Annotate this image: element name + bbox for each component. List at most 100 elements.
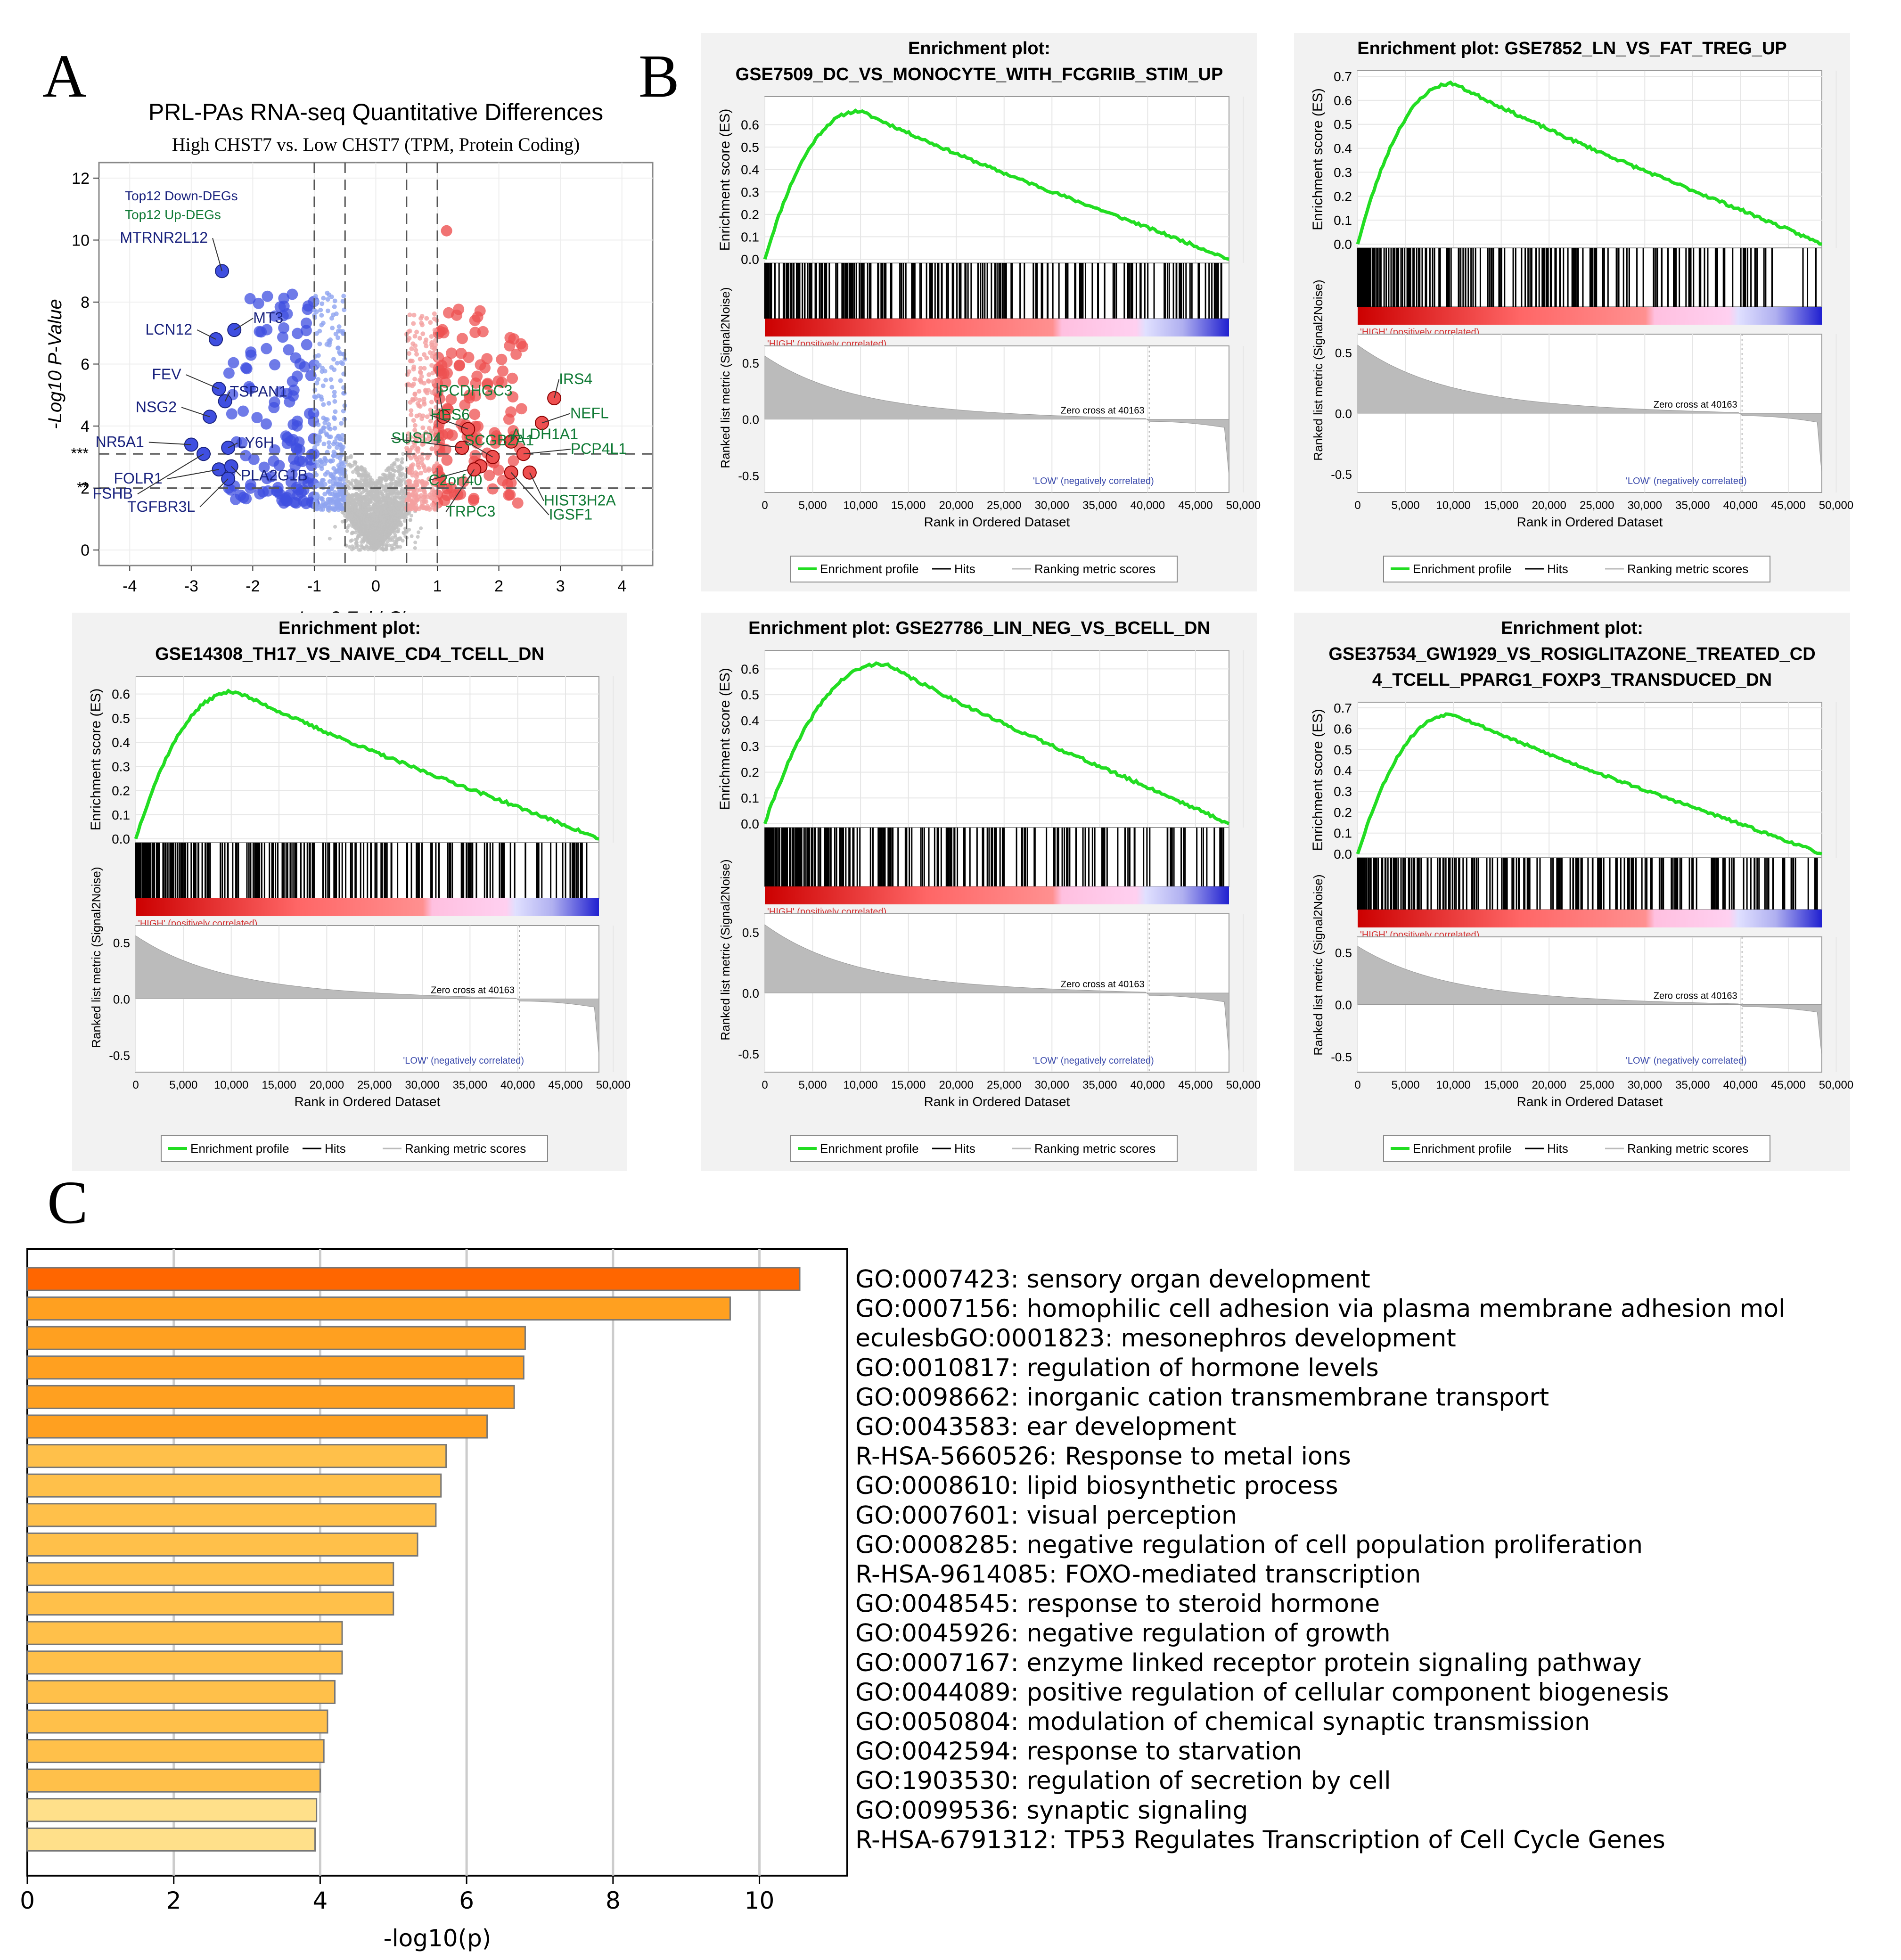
- volcano-point-fc: [423, 480, 428, 485]
- volcano-point-fc: [417, 389, 422, 394]
- gsea-legend-metric: Ranking metric scores: [1034, 562, 1155, 576]
- gsea-panel-3: Enrichment plot: GSE14308_TH17_VS_NAIVE_C…: [72, 613, 631, 1171]
- volcano-point-fc: [430, 390, 435, 395]
- volcano-point-sig: [442, 367, 453, 379]
- volcano-point-fc: [335, 345, 340, 351]
- volcano-point-fc: [332, 367, 337, 372]
- gsea-xtick-label: 10,000: [214, 1079, 248, 1091]
- volcano-point-sig: [276, 494, 288, 506]
- volcano-point-fc: [423, 430, 428, 435]
- volcano-point: [360, 491, 364, 495]
- volcano-point-fc: [429, 363, 434, 368]
- gsea-zero-cross-label: Zero cross at 40163: [1061, 979, 1145, 990]
- volcano-point-sig: [278, 292, 290, 304]
- gsea-metric-area: [1357, 344, 1822, 475]
- gsea-xtick-label: 30,000: [1035, 499, 1069, 512]
- gsea-xtick-label: 40,000: [1723, 499, 1758, 512]
- volcano-point-fc: [407, 312, 412, 318]
- volcano-top-down-label: TSPAN1: [230, 383, 287, 400]
- volcano-label-leader: [438, 391, 444, 417]
- volcano-point: [408, 518, 412, 522]
- volcano-point: [363, 510, 368, 514]
- volcano-point-sig: [261, 324, 273, 336]
- volcano-point: [389, 490, 393, 494]
- volcano-point-sig: [485, 389, 497, 401]
- gsea-es-tick: 0.2: [1334, 805, 1352, 820]
- volcano-point-sig: [464, 389, 475, 401]
- gsea-xtick-label: 45,000: [548, 1079, 582, 1091]
- volcano-point-fc: [407, 469, 412, 475]
- volcano-point-fc: [414, 329, 419, 335]
- volcano-point-sig: [445, 394, 457, 405]
- volcano-point: [363, 471, 367, 476]
- gsea-es-tick: 0.5: [1334, 117, 1352, 132]
- volcano-point: [369, 494, 374, 498]
- volcano-point: [349, 455, 353, 459]
- volcano-point-fc: [331, 476, 336, 481]
- gsea-xtick-label: 25,000: [1580, 499, 1614, 512]
- volcano-point-fc: [335, 361, 340, 366]
- gsea-es-tick: 0.0: [741, 817, 759, 831]
- volcano-point-sig: [516, 403, 527, 415]
- volcano-point-fc: [312, 494, 318, 499]
- volcano-point-fc: [426, 466, 431, 471]
- volcano-point-fc: [422, 437, 427, 443]
- volcano-point: [390, 547, 394, 551]
- volcano-point: [356, 468, 360, 472]
- volcano-point-fc: [334, 435, 339, 441]
- volcano-point-sig: [477, 326, 489, 337]
- volcano-ytick-label: 8: [81, 294, 90, 312]
- volcano-point: [346, 480, 351, 484]
- gsea-title-line: GSE7509_DC_VS_MONOCYTE_WITH_FCGRIIB_STIM…: [736, 65, 1223, 84]
- volcano-point-sig: [287, 288, 298, 300]
- volcano-point-sig: [251, 412, 263, 424]
- volcano-point-sig: [291, 420, 303, 432]
- volcano-point-fc: [331, 442, 336, 447]
- gsea-es-tick: 0.5: [741, 688, 759, 702]
- volcano-point-fc: [417, 465, 422, 470]
- gsea-es-tick: 0.6: [741, 662, 759, 676]
- volcano-point: [399, 474, 403, 478]
- volcano-point-fc: [327, 343, 332, 348]
- volcano-point-fc: [331, 357, 336, 362]
- gsea-legend-hits: Hits: [1547, 562, 1568, 576]
- gsea-rank-colorbar: [1358, 307, 1822, 325]
- gsea-metric-ylabel: Ranked list metric (Signal2Noise): [1311, 279, 1325, 460]
- volcano-point-fc: [314, 331, 319, 336]
- volcano-point-fc: [336, 507, 341, 512]
- gsea-es-curve: [1356, 80, 1822, 246]
- gsea-metric-tick: 0.0: [742, 413, 759, 427]
- volcano-point: [400, 502, 404, 506]
- volcano-point-sig: [458, 476, 469, 487]
- volcano-label-leader: [167, 469, 219, 480]
- volcano-point-sig: [510, 348, 522, 360]
- volcano-point-fc: [414, 497, 419, 502]
- gsea-xtick-label: 20,000: [939, 1079, 973, 1091]
- volcano-label-leader: [554, 379, 560, 399]
- gsea-es-frame: [764, 650, 1229, 828]
- volcano-point-sig: [288, 453, 300, 465]
- gsea-es-tick: 0.3: [741, 185, 759, 199]
- volcano-label-leader: [529, 472, 544, 501]
- volcano-point-sig: [293, 484, 304, 495]
- volcano-point-fc: [414, 447, 419, 452]
- volcano-point-fc: [418, 356, 423, 361]
- volcano-point: [346, 492, 351, 496]
- volcano-plot: PRL-PAs RNA-seq Quantitative Differences…: [45, 99, 654, 629]
- volcano-point-sig: [303, 408, 315, 419]
- volcano-point-sig: [497, 365, 509, 377]
- volcano-top-up-label: HIST3H2A: [544, 492, 616, 509]
- volcano-point-fc: [340, 299, 345, 304]
- volcano-point-fc: [409, 346, 414, 351]
- gsea-es-tick: 0.0: [1334, 847, 1352, 861]
- volcano-point-fc: [313, 294, 318, 299]
- volcano-point-fc: [421, 396, 426, 402]
- volcano-point-fc: [336, 497, 341, 502]
- gsea-low-label: 'LOW' (negatively correlated): [403, 1056, 524, 1066]
- gsea-xtick-label: 5,000: [1392, 499, 1420, 512]
- volcano-point-fc: [321, 402, 326, 407]
- gsea-xtick-label: 25,000: [987, 499, 1021, 512]
- volcano-point-fc: [412, 483, 418, 488]
- volcano-point: [351, 531, 355, 535]
- volcano-point-fc: [335, 445, 340, 450]
